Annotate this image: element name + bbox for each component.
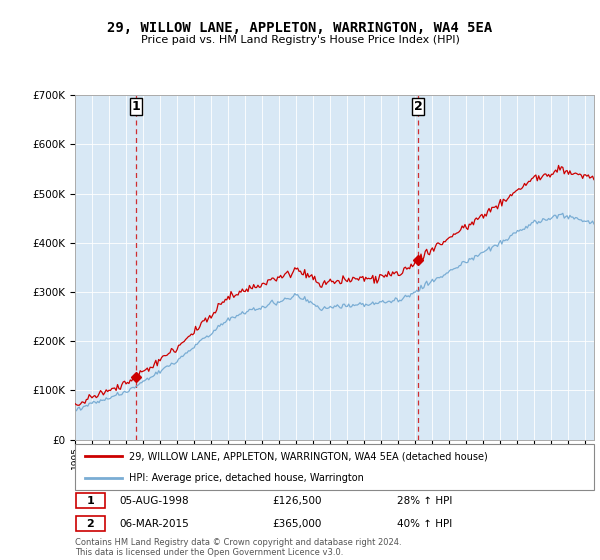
Text: 05-AUG-1998: 05-AUG-1998	[119, 496, 189, 506]
FancyBboxPatch shape	[76, 516, 104, 531]
Text: 2: 2	[414, 100, 422, 113]
Text: Price paid vs. HM Land Registry's House Price Index (HPI): Price paid vs. HM Land Registry's House …	[140, 35, 460, 45]
Text: 1: 1	[131, 100, 140, 113]
Text: Contains HM Land Registry data © Crown copyright and database right 2024.
This d: Contains HM Land Registry data © Crown c…	[75, 538, 401, 557]
FancyBboxPatch shape	[76, 493, 104, 508]
Text: 28% ↑ HPI: 28% ↑ HPI	[397, 496, 452, 506]
Text: 29, WILLOW LANE, APPLETON, WARRINGTON, WA4 5EA (detached house): 29, WILLOW LANE, APPLETON, WARRINGTON, W…	[130, 451, 488, 461]
Text: 29, WILLOW LANE, APPLETON, WARRINGTON, WA4 5EA: 29, WILLOW LANE, APPLETON, WARRINGTON, W…	[107, 21, 493, 35]
Text: £126,500: £126,500	[272, 496, 322, 506]
Text: 1: 1	[86, 496, 94, 506]
Text: 2: 2	[86, 519, 94, 529]
Text: £365,000: £365,000	[272, 519, 322, 529]
FancyBboxPatch shape	[75, 444, 594, 490]
Text: HPI: Average price, detached house, Warrington: HPI: Average price, detached house, Warr…	[130, 473, 364, 483]
Text: 06-MAR-2015: 06-MAR-2015	[119, 519, 189, 529]
Text: 40% ↑ HPI: 40% ↑ HPI	[397, 519, 452, 529]
